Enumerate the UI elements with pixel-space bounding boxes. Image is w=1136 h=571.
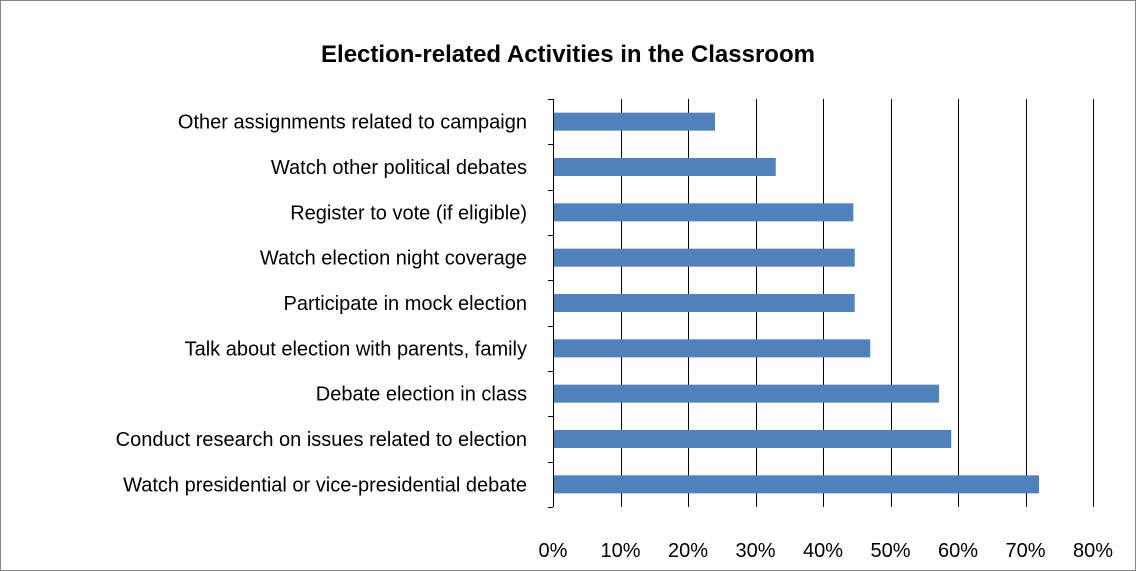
bar <box>554 384 940 403</box>
x-tick-label: 40% <box>803 540 843 562</box>
category-label: Talk about election with parents, family <box>185 338 527 360</box>
bar <box>554 339 871 358</box>
bar <box>554 158 776 176</box>
bar <box>554 112 715 131</box>
chart-title: Election-related Activities in the Class… <box>321 41 815 68</box>
category-label: Register to vote (if eligible) <box>290 202 527 224</box>
category-label: Watch other political debates <box>271 157 527 179</box>
x-tick-label: 10% <box>600 540 640 562</box>
x-tick-label: 60% <box>938 540 978 562</box>
bar <box>554 294 855 312</box>
category-label: Debate election in class <box>316 384 527 406</box>
category-labels: Other assignments related to campaign Wat… <box>116 112 527 497</box>
bar <box>554 475 1039 494</box>
x-tick-label: 0% <box>539 540 568 562</box>
category-label: Watch presidential or vice-presidential … <box>123 474 527 496</box>
x-tick-labels: 0% 10% 20% 30% 40% 50% 60% 70% 80% <box>539 540 1114 562</box>
x-tick-label: 20% <box>668 540 708 562</box>
x-tick-label: 70% <box>1005 540 1045 562</box>
category-label: Conduct research on issues related to el… <box>116 429 527 451</box>
bar <box>554 248 855 267</box>
category-label: Watch election night coverage <box>260 248 527 270</box>
category-label: Participate in mock election <box>284 293 527 315</box>
bar <box>554 430 952 448</box>
x-tick-label: 80% <box>1073 540 1113 562</box>
category-label: Other assignments related to campaign <box>178 112 527 134</box>
bars <box>554 112 1039 494</box>
x-tick-label: 30% <box>735 540 775 562</box>
x-tick-label: 50% <box>870 540 910 562</box>
bar <box>554 203 854 222</box>
